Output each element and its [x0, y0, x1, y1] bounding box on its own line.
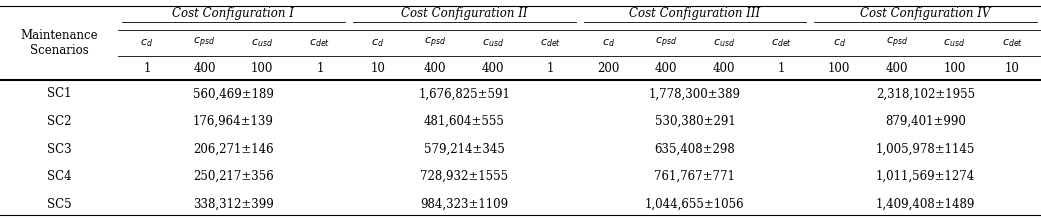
- Text: $c_d$: $c_d$: [833, 37, 845, 49]
- Text: SC3: SC3: [47, 143, 72, 155]
- Text: Cost Configuration IV: Cost Configuration IV: [861, 7, 991, 20]
- Text: 879,401±990: 879,401±990: [885, 115, 966, 128]
- Text: 1,778,300±389: 1,778,300±389: [649, 87, 741, 100]
- Text: 1: 1: [316, 63, 324, 75]
- Text: $c_d$: $c_d$: [371, 37, 384, 49]
- Text: 1: 1: [547, 63, 555, 75]
- Text: 481,604±555: 481,604±555: [424, 115, 505, 128]
- Text: Cost Configuration III: Cost Configuration III: [630, 7, 760, 20]
- Text: Cost Configuration II: Cost Configuration II: [401, 7, 528, 20]
- Text: $c_{det}$: $c_{det}$: [770, 37, 792, 49]
- Text: $c_{usd}$: $c_{usd}$: [251, 37, 273, 49]
- Text: 761,767±771: 761,767±771: [655, 170, 735, 183]
- Text: 1: 1: [778, 63, 785, 75]
- Text: $c_{psd}$: $c_{psd}$: [886, 36, 908, 50]
- Text: 176,964±139: 176,964±139: [193, 115, 274, 128]
- Text: 10: 10: [1005, 63, 1019, 75]
- Text: $c_{psd}$: $c_{psd}$: [194, 36, 215, 50]
- Text: 2,318,102±1955: 2,318,102±1955: [877, 87, 975, 100]
- Text: $c_d$: $c_d$: [141, 37, 153, 49]
- Text: 400: 400: [424, 63, 447, 75]
- Text: SC5: SC5: [47, 198, 72, 211]
- Text: $c_{usd}$: $c_{usd}$: [482, 37, 504, 49]
- Text: 400: 400: [886, 63, 908, 75]
- Text: 1: 1: [144, 63, 151, 75]
- Text: 635,408±298: 635,408±298: [655, 143, 735, 155]
- Text: 250,217±356: 250,217±356: [193, 170, 274, 183]
- Text: $c_{det}$: $c_{det}$: [1001, 37, 1022, 49]
- Text: $c_{usd}$: $c_{usd}$: [713, 37, 735, 49]
- Text: 1,044,655±1056: 1,044,655±1056: [645, 198, 744, 211]
- Text: 206,271±146: 206,271±146: [193, 143, 274, 155]
- Text: SC1: SC1: [47, 87, 71, 100]
- Text: 100: 100: [828, 63, 850, 75]
- Text: 100: 100: [251, 63, 274, 75]
- Text: $c_{det}$: $c_{det}$: [309, 37, 330, 49]
- Text: 200: 200: [598, 63, 619, 75]
- Text: 1,005,978±1145: 1,005,978±1145: [875, 143, 975, 155]
- Text: 10: 10: [371, 63, 385, 75]
- Text: $c_{psd}$: $c_{psd}$: [425, 36, 447, 50]
- Text: 530,380±291: 530,380±291: [655, 115, 735, 128]
- Text: $c_d$: $c_d$: [602, 37, 615, 49]
- Text: 579,214±345: 579,214±345: [424, 143, 505, 155]
- Text: 338,312±399: 338,312±399: [193, 198, 274, 211]
- Text: 728,932±1555: 728,932±1555: [421, 170, 508, 183]
- Text: 400: 400: [712, 63, 735, 75]
- Text: Maintenance
Scenarios: Maintenance Scenarios: [20, 29, 98, 57]
- Text: 400: 400: [655, 63, 678, 75]
- Text: 984,323±1109: 984,323±1109: [421, 198, 508, 211]
- Text: 1,011,569±1274: 1,011,569±1274: [875, 170, 975, 183]
- Text: 100: 100: [943, 63, 966, 75]
- Text: 1,676,825±591: 1,676,825±591: [418, 87, 510, 100]
- Text: 400: 400: [194, 63, 215, 75]
- Text: SC2: SC2: [47, 115, 71, 128]
- Text: 400: 400: [482, 63, 504, 75]
- Text: Cost Configuration I: Cost Configuration I: [173, 7, 295, 20]
- Text: 1,409,408±1489: 1,409,408±1489: [875, 198, 975, 211]
- Text: 560,469±189: 560,469±189: [193, 87, 274, 100]
- Text: SC4: SC4: [47, 170, 72, 183]
- Text: $c_{psd}$: $c_{psd}$: [655, 36, 677, 50]
- Text: $c_{det}$: $c_{det}$: [540, 37, 561, 49]
- Text: $c_{usd}$: $c_{usd}$: [943, 37, 965, 49]
